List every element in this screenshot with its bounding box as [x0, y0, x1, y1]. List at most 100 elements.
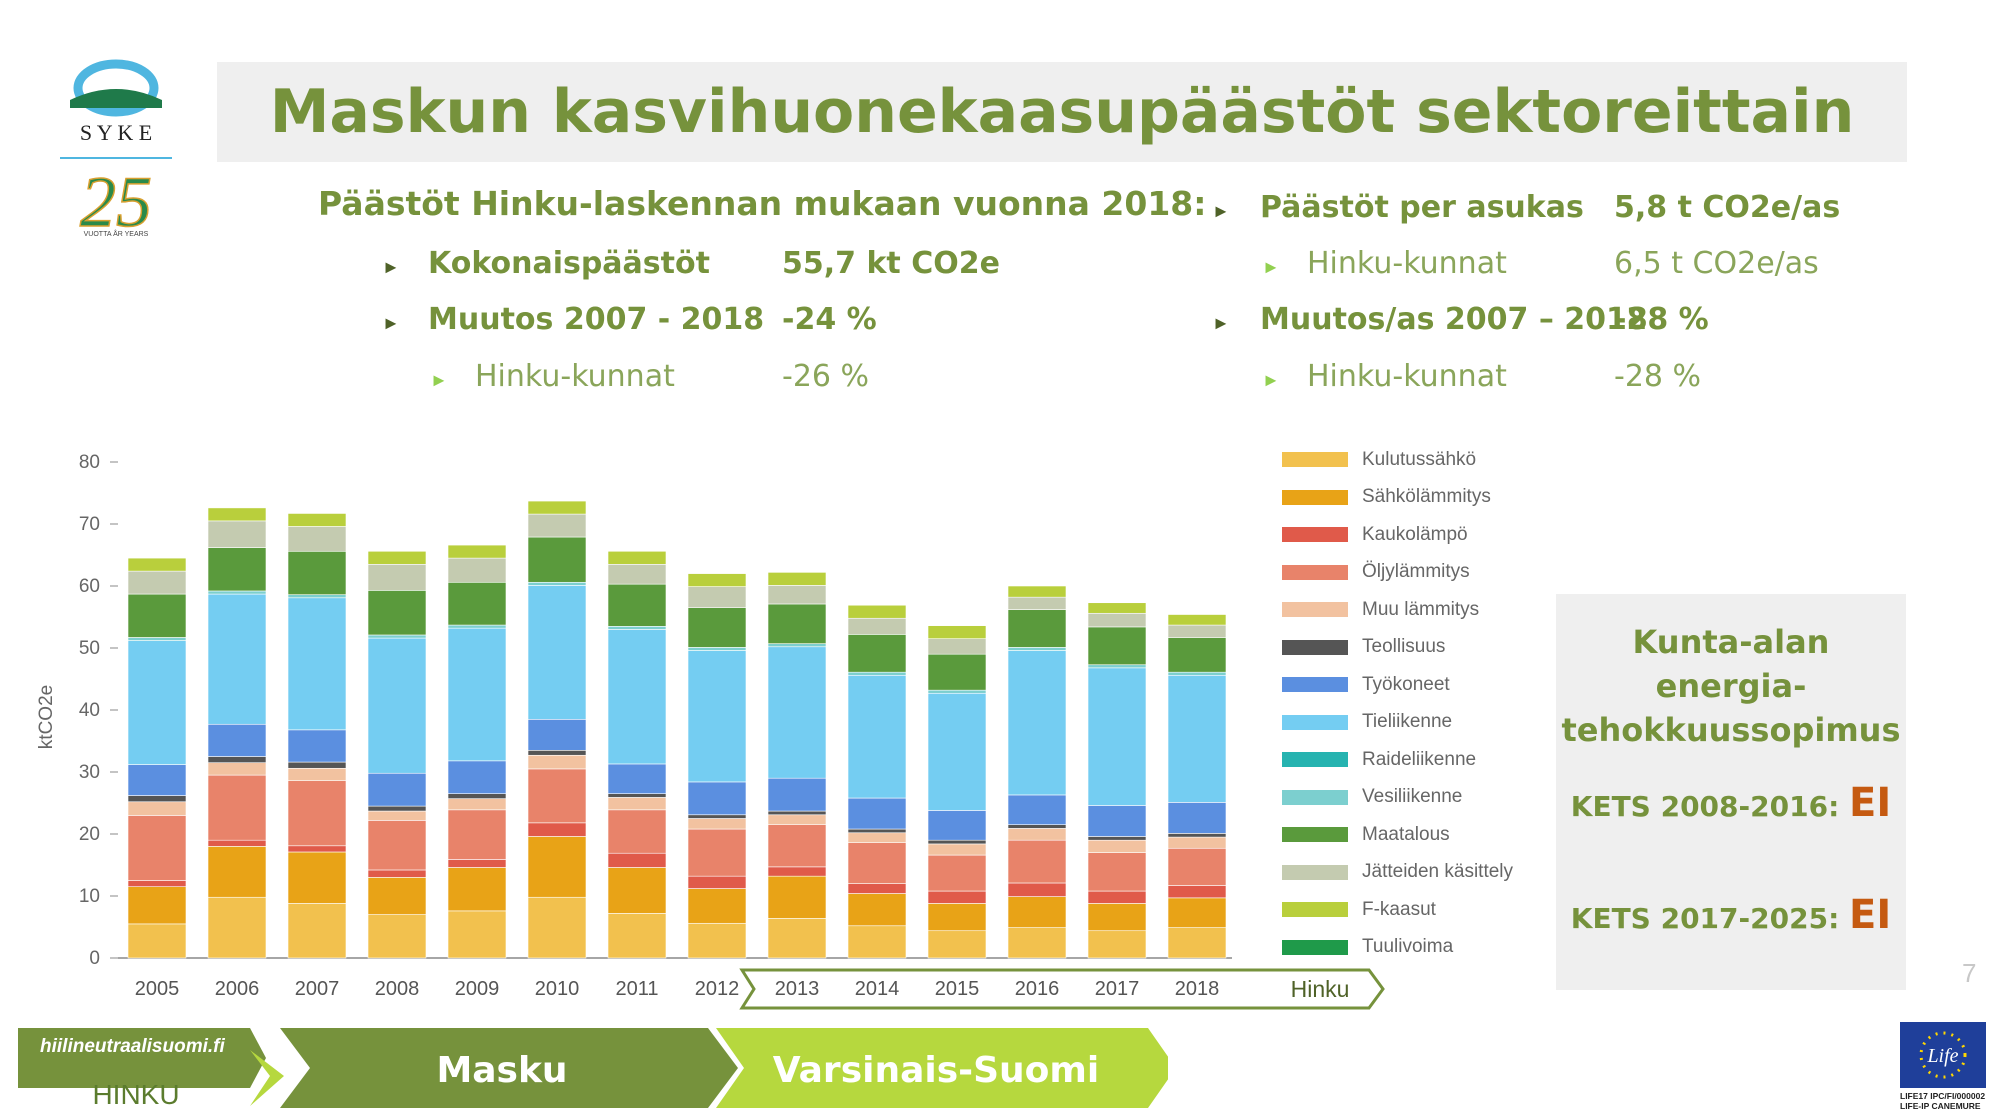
bar-segment	[127, 815, 187, 881]
stat-hinku-change-value: -28 %	[1614, 359, 1702, 394]
bar-segment	[1007, 609, 1067, 648]
x-tick-label: 2006	[215, 978, 260, 1000]
bar-segment	[367, 810, 427, 821]
hinku-bracket-arrow	[739, 968, 1385, 1010]
legend-item: F-kaasut	[1282, 891, 1542, 929]
anniversary-text: VUOTTA ÅR YEARS	[84, 229, 149, 238]
bar-segment	[127, 640, 187, 765]
bar-segment	[767, 572, 827, 586]
bar-segment	[287, 903, 347, 959]
bar-segment	[1007, 882, 1067, 897]
bar-segment	[127, 886, 187, 925]
bar-segment	[127, 593, 187, 638]
stat-change-label: Muutos 2007 - 2018	[428, 302, 765, 337]
bar-segment	[607, 564, 667, 585]
x-tick-label: 2018	[1175, 978, 1220, 1000]
bar-segment	[1007, 647, 1067, 651]
masku-label: Masku	[436, 1050, 567, 1091]
y-tick-label: 60	[79, 576, 100, 597]
bar-segment	[367, 772, 427, 807]
bar-segment	[367, 550, 427, 565]
bar-segment	[687, 573, 747, 587]
legend-item: Maatalous	[1282, 816, 1542, 854]
varsinais-suomi-label: Varsinais-Suomi	[773, 1050, 1099, 1091]
legend-item: Kulutussähkö	[1282, 441, 1542, 479]
legend-swatch	[1282, 527, 1348, 543]
legend-item: Kaukolämpö	[1282, 516, 1542, 554]
bar-segment	[847, 925, 907, 959]
bar-segment	[287, 550, 347, 595]
x-tick-label: 2013	[775, 978, 820, 1000]
bar-segment	[447, 627, 507, 762]
legend-label: Teollisuus	[1362, 636, 1446, 658]
bar-segment	[207, 547, 267, 592]
bar-segment	[1007, 828, 1067, 841]
bar-segment	[607, 913, 667, 959]
bar-segment	[447, 544, 507, 559]
bar-segment	[287, 526, 347, 552]
x-tick-label: 2008	[375, 978, 420, 1000]
bar-segment	[687, 922, 747, 959]
bar-segment	[687, 607, 747, 648]
legend-swatch	[1282, 602, 1348, 618]
legend-item: Tuulivoima	[1282, 929, 1542, 967]
bar-segment	[287, 513, 347, 527]
bar-segment	[287, 729, 347, 763]
bar-segment	[527, 581, 587, 586]
legend-label: Maatalous	[1362, 823, 1450, 845]
stat-total-value: 55,7 kt CO2e	[782, 246, 1000, 281]
stat-hinku-change-label: Hinku-kunnat	[1307, 359, 1507, 394]
bar-segment	[767, 585, 827, 605]
bar-segment	[447, 793, 507, 799]
bar-segment	[927, 890, 987, 904]
hinku-arrow-icon	[250, 1050, 284, 1106]
y-tick-label: 30	[79, 762, 100, 783]
bar-segment	[367, 564, 427, 591]
bar-segment	[767, 918, 827, 959]
eu-stars-icon	[1919, 1031, 1967, 1079]
kets-row2-value: EI	[1849, 892, 1892, 938]
bar-segment	[847, 832, 907, 843]
syke-logo: S Y K E 25 VUOTTA ÅR YEARS	[60, 59, 172, 243]
kets-row-1: KETS 2008-2016: EI	[1556, 780, 1906, 826]
bar-segment	[607, 867, 667, 914]
eu-project-name: LIFE-IP CANEMURE	[1900, 1101, 1981, 1111]
bar-segment	[767, 824, 827, 868]
bullet-icon: ►	[382, 313, 400, 333]
bar-segment	[927, 653, 987, 691]
bar-segment	[927, 638, 987, 655]
legend-item: Vesiliikenne	[1282, 779, 1542, 817]
emissions-chart: 0 10 20 30 40 50 60 70 80 ktCO2e 2005 2006 2007 2008 2…	[36, 452, 1385, 1010]
kets-heading-line2: tehokkuussopimus	[1561, 711, 1901, 749]
hinku-text: HINKU	[92, 1079, 179, 1110]
legend-label: Sähkölämmitys	[1362, 486, 1491, 508]
bar-segment	[1087, 667, 1147, 806]
bar-segment	[767, 603, 827, 644]
bar-segment	[127, 880, 187, 887]
bar-segment	[687, 647, 747, 651]
bar-segment	[1167, 624, 1227, 638]
bar-segment	[847, 674, 907, 799]
bar-segment	[927, 843, 987, 856]
bullet-icon: ►	[382, 257, 400, 277]
legend-swatch	[1282, 564, 1348, 580]
bar-segment	[367, 877, 427, 915]
legend-label: Jätteiden käsittely	[1362, 861, 1514, 883]
bar-segment	[927, 854, 987, 892]
legend-swatch	[1282, 827, 1348, 843]
stat-change-per-capita-label: Muutos/as 2007 – 2018	[1260, 302, 1648, 337]
bar-segment	[207, 723, 267, 757]
legend-label: F-kaasut	[1362, 898, 1436, 920]
bar-segment	[1167, 802, 1227, 834]
bar-segment	[127, 923, 187, 959]
bar-segment	[207, 756, 267, 763]
bar-segment	[1007, 794, 1067, 826]
bar-segment	[447, 798, 507, 811]
bar-segment	[1087, 903, 1147, 932]
bar-segment	[1167, 637, 1227, 673]
hinku-bracket-label: Hinku	[1291, 976, 1350, 1002]
y-tick-label: 50	[79, 638, 100, 659]
bar-segment	[207, 839, 267, 847]
bar-segment	[287, 761, 347, 769]
bar-segment	[527, 822, 587, 837]
